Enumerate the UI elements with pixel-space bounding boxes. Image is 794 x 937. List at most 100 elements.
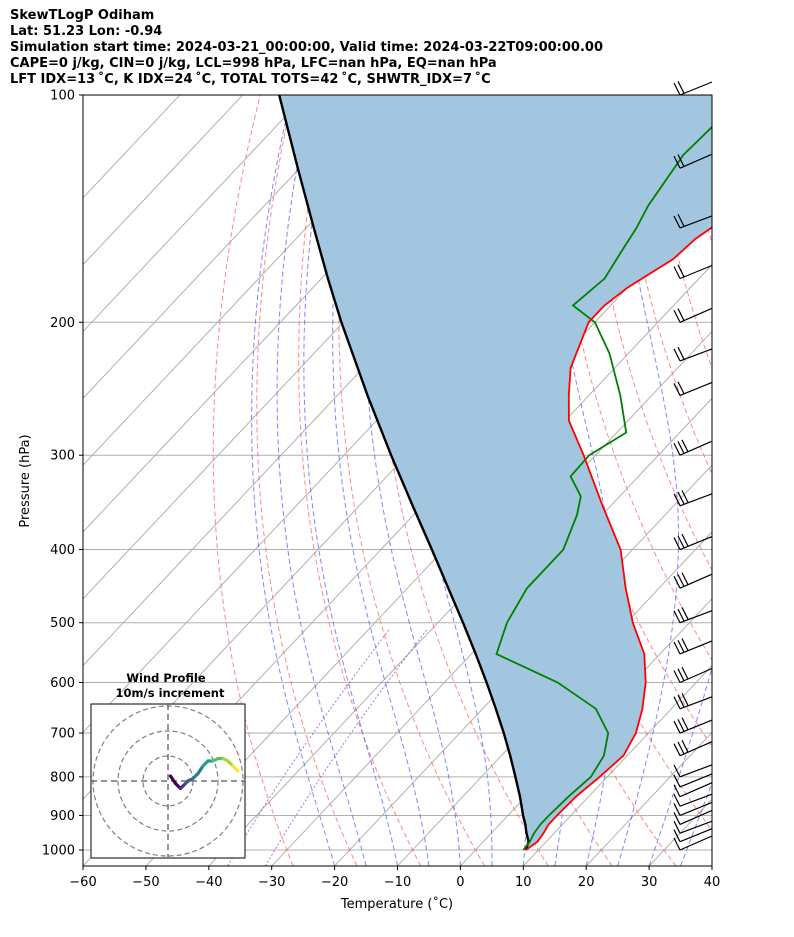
wind-barb bbox=[673, 773, 713, 788]
wind-barb bbox=[673, 828, 713, 843]
wind-barb bbox=[673, 264, 713, 280]
moist-adiabat-line bbox=[303, 95, 398, 866]
x-tick-label: −50 bbox=[132, 875, 159, 890]
wind-barb bbox=[673, 490, 713, 507]
dewpoint-line bbox=[495, 125, 712, 851]
dry-adiabat-line bbox=[749, 95, 794, 866]
wind-barb-staff bbox=[679, 820, 713, 834]
title-line-2: Lat: 51.23 Lon: -0.94 bbox=[10, 24, 163, 39]
hodograph-subtitle: 10m/s increment bbox=[116, 686, 225, 700]
wind-barb bbox=[673, 533, 713, 551]
wind-barb-feather bbox=[673, 383, 681, 396]
wind-barb bbox=[673, 607, 713, 624]
wind-barb-feather bbox=[673, 812, 681, 825]
title-line-4: CAPE=0 j/kg, CIN=0 j/kg, LCL=998 hPa, LF… bbox=[10, 56, 497, 71]
dry-adiabat-line bbox=[256, 95, 358, 866]
wind-barb-feather bbox=[673, 696, 681, 710]
moist-adiabat-line bbox=[615, 95, 679, 866]
wind-barb bbox=[673, 801, 713, 817]
moist-adiabat-line bbox=[711, 864, 712, 866]
wind-barb-feather bbox=[677, 668, 685, 682]
title-line-1: SkewTLogP Odiham bbox=[10, 8, 155, 23]
moist-adiabat-line bbox=[680, 781, 712, 866]
wind-barb-feather bbox=[673, 442, 681, 456]
wind-barb-staff bbox=[679, 215, 713, 229]
wind-barb-feather bbox=[677, 491, 685, 505]
title-line-3: Simulation start time: 2024-03-21_00:00:… bbox=[10, 40, 603, 55]
wind-barb-feather bbox=[673, 720, 681, 734]
y-tick-label: 1000 bbox=[42, 844, 75, 859]
dry-adiabat-line bbox=[716, 95, 794, 866]
wind-barb-staff bbox=[679, 81, 713, 96]
wind-barb-feather bbox=[673, 837, 681, 851]
moist-adiabat-line bbox=[363, 95, 461, 866]
wind-barb-feather bbox=[677, 346, 685, 360]
y-axis-label: Pressure (hPa) bbox=[18, 434, 33, 527]
wind-barb bbox=[673, 793, 713, 807]
y-tick-label: 300 bbox=[50, 449, 75, 464]
isotherm-line bbox=[83, 95, 244, 266]
dry-adiabat-line bbox=[298, 95, 422, 866]
dry-adiabat-line bbox=[782, 95, 794, 866]
wind-barb bbox=[673, 381, 713, 397]
wind-barb bbox=[673, 213, 713, 229]
wind-barb-staff bbox=[679, 741, 713, 757]
shaded-area bbox=[279, 95, 712, 850]
mixing-ratio-line bbox=[264, 628, 428, 866]
wind-barb-feather bbox=[681, 666, 689, 680]
wind-barb-staff bbox=[679, 536, 713, 551]
wind-barb-feather bbox=[673, 829, 681, 842]
x-tick-label: 0 bbox=[456, 875, 464, 890]
wind-barb-staff bbox=[679, 773, 713, 788]
isotherm-line bbox=[585, 731, 712, 866]
wind-barb-feather bbox=[677, 154, 685, 167]
wind-barb-staff bbox=[679, 264, 713, 280]
dry-adiabat-line bbox=[585, 95, 712, 571]
wind-barb-staff bbox=[679, 764, 713, 778]
dry-adiabat-line bbox=[520, 95, 712, 748]
wind-barb-feather bbox=[673, 641, 681, 655]
wind-barb-staff bbox=[679, 153, 713, 169]
wind-barb-feather bbox=[677, 640, 685, 653]
y-tick-label: 800 bbox=[50, 770, 75, 785]
wind-barb bbox=[673, 666, 713, 684]
wind-barb-feather bbox=[673, 575, 681, 589]
y-tick-label: 600 bbox=[50, 676, 75, 691]
wind-barb bbox=[673, 764, 713, 778]
wind-barb bbox=[673, 153, 713, 169]
x-axis-ticks: −60 −50 −40 −30 −20 −10 0 10 20 30 40 bbox=[69, 866, 720, 890]
x-tick-label: 10 bbox=[515, 875, 532, 890]
wind-barb-feather bbox=[673, 610, 681, 623]
x-tick-label: −20 bbox=[321, 875, 348, 890]
wind-barb-feather bbox=[673, 820, 681, 834]
hodograph-segment bbox=[231, 764, 240, 773]
wind-barb bbox=[673, 81, 713, 96]
title-line-5: LFT IDX=13 ˚C, K IDX=24 ˚C, TOTAL TOTS=4… bbox=[10, 72, 491, 87]
wind-profile-inset: Wind Profile 10m/s increment bbox=[90, 671, 246, 859]
isotherm-line bbox=[271, 397, 712, 866]
wind-barb-staff bbox=[679, 835, 713, 851]
isotherm-line bbox=[334, 464, 712, 866]
wind-barb-feather bbox=[673, 155, 681, 169]
moist-adiabat-line bbox=[648, 95, 712, 866]
hodograph-ring bbox=[117, 730, 219, 832]
wind-barb-feather bbox=[673, 493, 681, 507]
isotherm-line bbox=[775, 95, 794, 866]
hodograph-rings bbox=[91, 704, 245, 858]
wind-barb bbox=[673, 809, 713, 825]
wind-barb bbox=[673, 346, 713, 362]
wind-barb-feather bbox=[677, 441, 685, 454]
hodograph-trace bbox=[168, 756, 240, 791]
wind-barb bbox=[673, 307, 713, 323]
wind-barb-staff bbox=[679, 828, 713, 843]
wind-barb-feather bbox=[681, 638, 689, 651]
wind-barb-feather bbox=[677, 308, 685, 321]
temperature-line bbox=[525, 225, 712, 851]
wind-barb-feather bbox=[673, 764, 681, 778]
profile-lines bbox=[278, 95, 712, 851]
wind-barb-staff bbox=[679, 610, 713, 624]
wind-barb-feather bbox=[673, 784, 681, 797]
x-tick-label: 20 bbox=[578, 875, 595, 890]
x-axis-label: Temperature (˚C) bbox=[340, 896, 453, 912]
wind-barb-staff bbox=[679, 573, 713, 589]
